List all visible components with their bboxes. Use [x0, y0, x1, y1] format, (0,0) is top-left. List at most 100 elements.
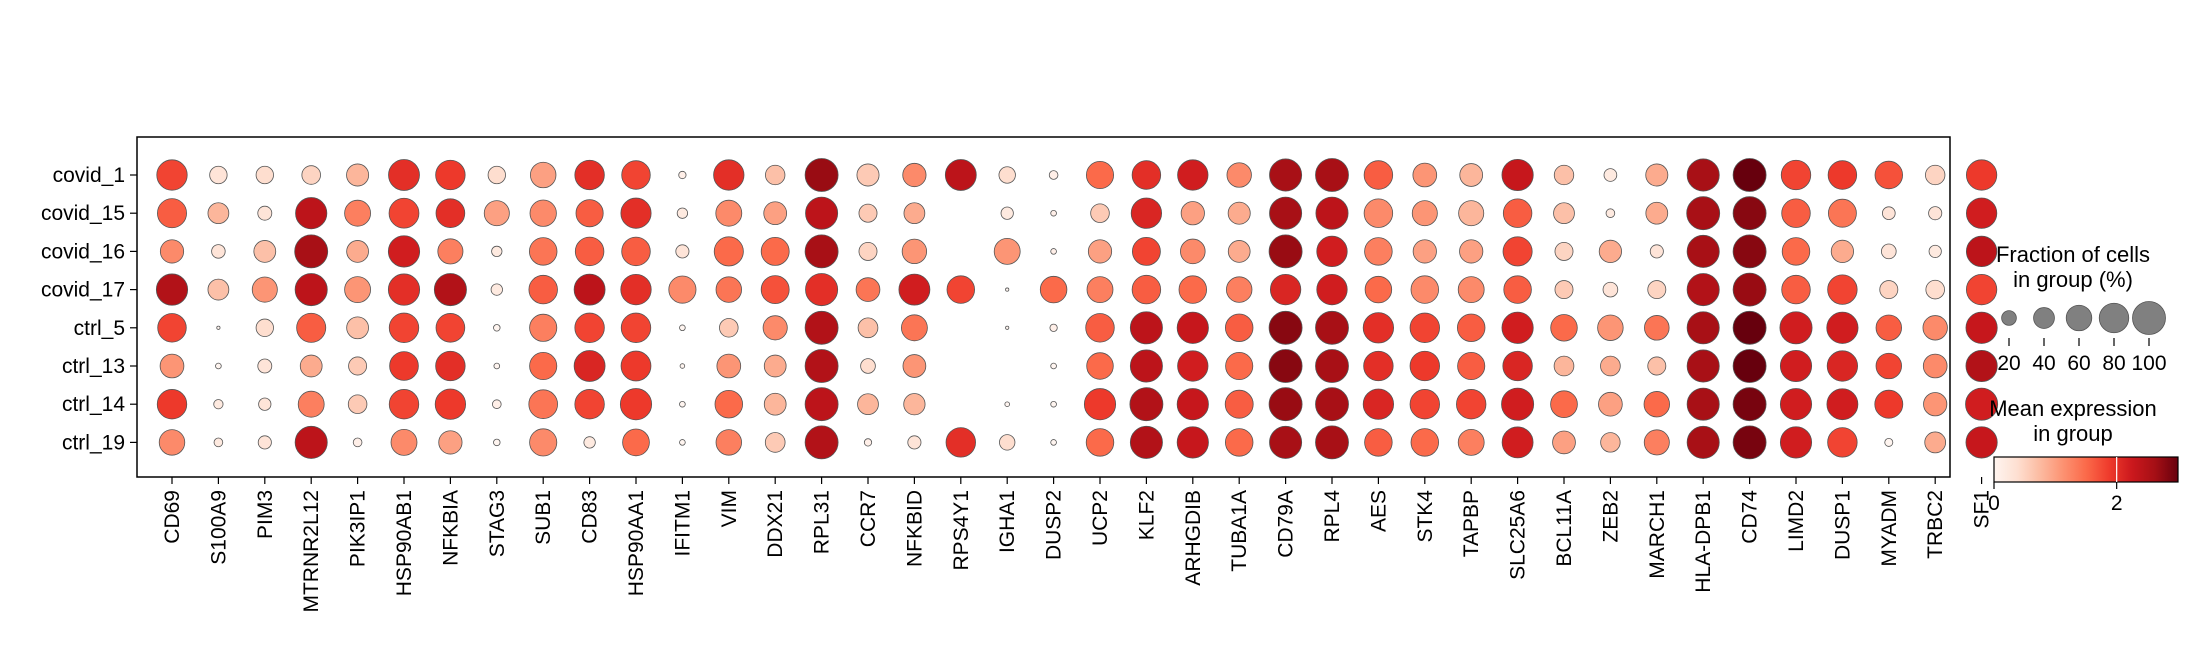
gene-label: CD74 [1739, 490, 1762, 544]
dot-covid_16-RPL4 [1316, 235, 1348, 268]
dot-covid_16-UCP2 [1087, 239, 1113, 264]
dot-ctrl_19-VIM [715, 429, 742, 456]
dot-ctrl_13-VIM [716, 353, 742, 379]
gene-label: ZEB2 [1599, 490, 1622, 543]
dot-ctrl_13-TRBC2 [1922, 353, 1948, 379]
dot-ctrl_14-AES [1362, 388, 1395, 420]
dot-covid_16-STK4 [1412, 239, 1437, 264]
dot-ctrl_19-MARCH1 [1643, 429, 1670, 456]
dot-covid_15-CD83 [575, 199, 604, 228]
dot-ctrl_5-UCP2 [1085, 313, 1115, 343]
dot-ctrl_19-IGHA1 [999, 434, 1016, 451]
dot-covid_17-CD69 [155, 273, 189, 306]
dot-ctrl_19-STK4 [1410, 428, 1440, 457]
dot-ctrl_13-IFITM1 [679, 363, 686, 369]
dot-covid_17-CD79A [1269, 273, 1302, 306]
dot-covid_17-HSP90AA1 [620, 273, 652, 306]
dot-covid_17-AES [1364, 275, 1393, 304]
dot-ctrl_19-TAPBP [1457, 429, 1485, 456]
dot-ctrl_19-RPS4Y1 [945, 427, 976, 458]
dot-ctrl_13-RPL4 [1315, 349, 1349, 383]
dot-ctrl_5-TAPBP [1456, 313, 1486, 343]
dot-ctrl_5-RPL4 [1315, 310, 1349, 345]
dot-ctrl_19-SLC25A6 [1501, 426, 1534, 459]
dot-covid_1-RPL31 [804, 158, 839, 192]
dot-ctrl_19-BCL11A [1552, 430, 1576, 455]
dot-covid_17-RPS4Y1 [946, 275, 976, 304]
dot-covid_15-STK4 [1411, 200, 1438, 227]
dot-covid_17-STK4 [1410, 275, 1440, 304]
dot-covid_1-STAG3 [487, 165, 506, 185]
dot-covid_16-CD83 [574, 236, 605, 267]
dot-ctrl_14-NFKBIA [434, 388, 467, 420]
dot-ctrl_5-KLF2 [1129, 311, 1163, 345]
dot-ctrl_19-PIK3IP1 [352, 437, 363, 448]
dot-ctrl_14-NFKBID [903, 393, 926, 416]
gene-label: MYADM [1878, 490, 1901, 567]
dot-ctrl_5-TRBC2 [1922, 315, 1948, 341]
gene-label: IGHA1 [996, 490, 1019, 553]
dot-ctrl_5-IGHA1 [1005, 325, 1010, 330]
dot-ctrl_19-KLF2 [1129, 425, 1163, 459]
size-legend-dot [2001, 310, 2017, 326]
size-legend-label: 40 [2032, 352, 2055, 375]
dot-ctrl_14-DUSP2 [1050, 400, 1057, 408]
dot-ctrl_14-HLA-DPB1 [1686, 387, 1720, 421]
dot-ctrl_13-STAG3 [493, 362, 501, 370]
dot-ctrl_13-MTRNR2L12 [299, 354, 323, 378]
size-legend-title: in group (%) [2013, 267, 2133, 292]
dot-ctrl_19-CD83 [583, 436, 596, 449]
dot-ctrl_5-AES [1362, 312, 1395, 344]
dot-ctrl_14-SUB1 [528, 389, 558, 419]
gene-label: CD69 [161, 490, 184, 544]
dot-covid_15-STAG3 [483, 200, 510, 227]
dot-ctrl_13-CD69 [159, 353, 185, 379]
colorbar [1993, 456, 2179, 483]
dot-covid_15-SLC25A6 [1502, 198, 1533, 228]
dot-covid_15-TAPBP [1458, 200, 1485, 227]
dot-covid_16-DDX21 [760, 236, 790, 266]
dot-ctrl_13-CD79A [1268, 349, 1303, 383]
dot-ctrl_19-MYADM [1884, 437, 1894, 447]
dot-covid_16-S100A9 [211, 244, 226, 259]
dot-ctrl_19-IFITM1 [679, 439, 686, 446]
dot-covid_15-AES [1363, 198, 1394, 228]
dot-ctrl_5-ZEB2 [1597, 314, 1624, 341]
dot-ctrl_5-SUB1 [529, 313, 558, 342]
gene-label: RPL4 [1321, 490, 1344, 543]
dot-covid_16-MARCH1 [1649, 244, 1664, 259]
dot-covid_17-ZEB2 [1602, 281, 1619, 298]
dot-covid_17-KLF2 [1131, 274, 1162, 305]
dot-ctrl_5-NFKBIA [435, 313, 466, 343]
dot-ctrl_5-SF1 [1965, 311, 1998, 344]
dot-covid_1-RPS4Y1 [944, 159, 977, 191]
dot-covid_15-ZEB2 [1605, 208, 1616, 218]
colorbar-label: 0 [1988, 492, 2000, 515]
gene-label: DUSP2 [1043, 490, 1066, 560]
dot-covid_16-KLF2 [1132, 236, 1161, 266]
dot-ctrl_13-STK4 [1409, 350, 1440, 382]
gene-label: HSP90AB1 [393, 490, 416, 596]
dot-covid_1-VIM [713, 159, 745, 191]
dot-ctrl_5-HSP90AB1 [388, 312, 420, 343]
gene-label: ARHGDIB [1182, 490, 1205, 586]
gene-label: STAG3 [486, 490, 509, 557]
colorbar-label: 2 [2111, 492, 2123, 515]
dot-ctrl_5-STAG3 [493, 324, 501, 332]
dot-ctrl_5-RPL31 [804, 310, 839, 345]
dot-covid_1-SUB1 [530, 161, 557, 189]
dot-covid_1-TRBC2 [1925, 164, 1946, 186]
dot-covid_16-AES [1364, 237, 1393, 266]
dot-ctrl_13-SUB1 [529, 351, 558, 381]
dot-ctrl_19-HSP90AA1 [622, 428, 650, 457]
dot-covid_15-SF1 [1965, 197, 1998, 229]
dot-ctrl_13-AES [1363, 350, 1394, 382]
dot-ctrl_19-TRBC2 [1924, 431, 1947, 454]
dot-covid_15-TUBA1A [1227, 201, 1251, 225]
dot-covid_15-ARHGDIB [1180, 201, 1205, 226]
dot-covid_17-PIK3IP1 [344, 276, 371, 303]
dot-ctrl_13-BCL11A [1553, 355, 1575, 377]
group-label: ctrl_14 [62, 393, 125, 416]
dot-covid_17-DUSP1 [1827, 274, 1858, 305]
dot-covid_17-SLC25A6 [1503, 275, 1532, 304]
